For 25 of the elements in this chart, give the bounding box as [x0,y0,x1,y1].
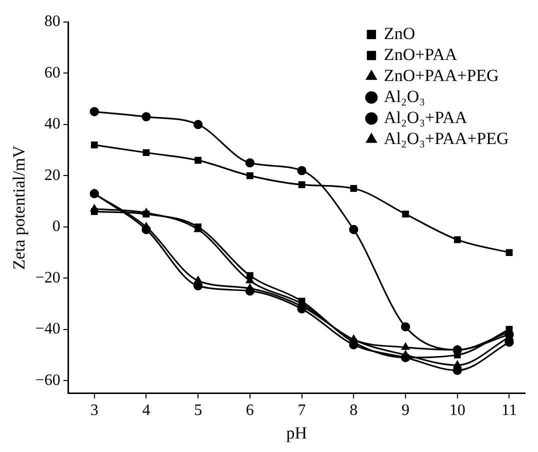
x-axis-title: pH [286,423,307,442]
y-tick-label: −20 [35,269,60,286]
y-tick-label: 80 [44,13,60,30]
legend-label: ZnO [384,24,416,43]
x-tick-label: 7 [298,402,306,420]
y-tick-label: 60 [44,64,60,82]
x-tick-label: 11 [502,402,517,420]
x-tick-label: 8 [350,402,358,420]
y-tick-label: −60 [35,372,60,389]
x-tick-label: 5 [194,402,202,420]
y-tick-label: 40 [44,116,60,133]
x-tick-label: 9 [402,402,410,420]
legend-label: Al₂O₃+PAA+PEG [384,128,509,148]
y-tick-label: 20 [44,166,60,184]
y-axis-title: Zeta potential/mV [10,144,29,270]
x-tick-label: 3 [90,402,98,420]
x-tick-label: 4 [142,402,150,420]
legend-label: Al₂O₃+PAA [384,108,468,127]
y-tick-label: 0 [52,218,60,236]
legend-label: Al₂O₃ [384,86,426,106]
y-tick-label: −40 [35,320,60,338]
x-tick-label: 6 [246,402,254,420]
x-tick-label: 10 [449,402,466,420]
legend-label: ZnO+PAA [384,44,458,64]
legend-label: ZnO+PAA+PEG [384,66,499,85]
